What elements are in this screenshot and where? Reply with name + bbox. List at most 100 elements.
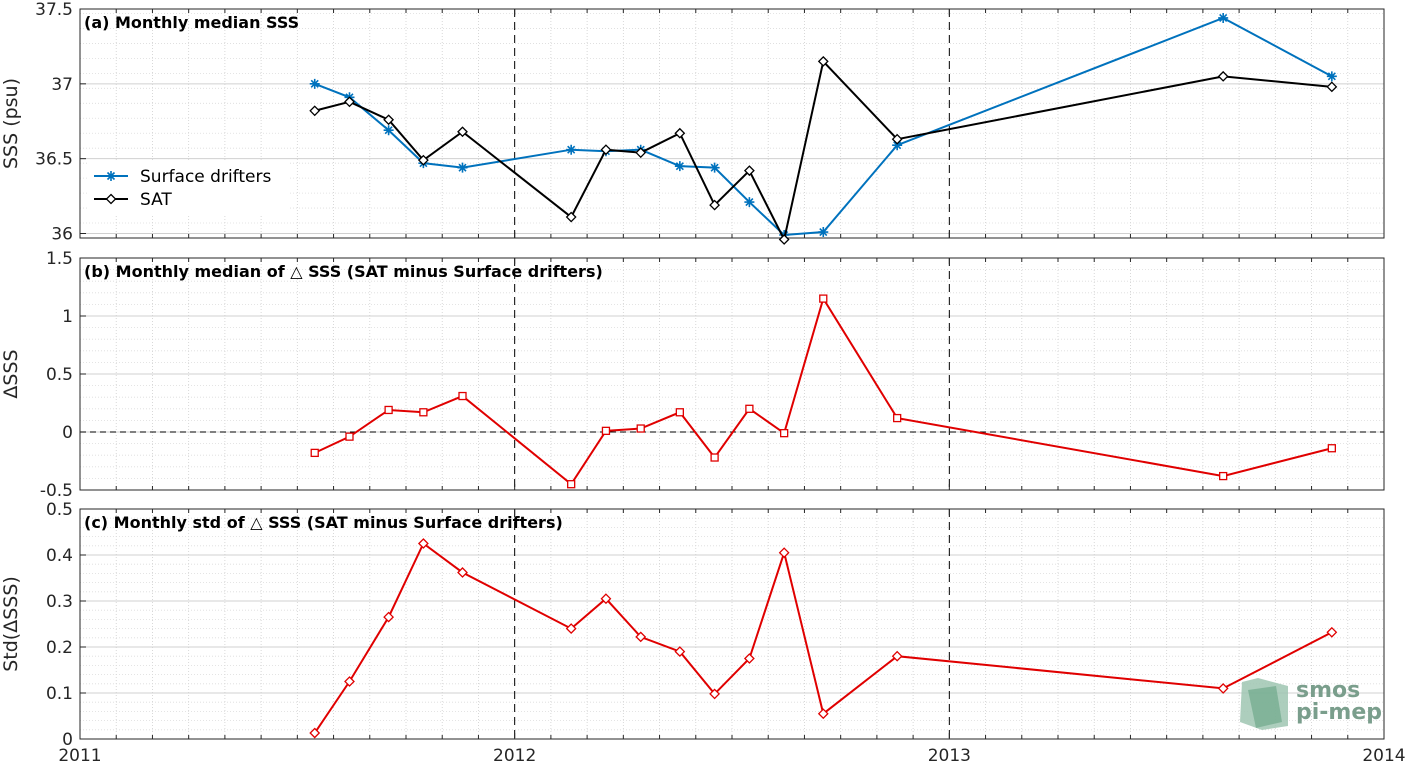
y-tick-label: 37 [51, 75, 73, 95]
data-point-1 [817, 55, 829, 67]
data-point-0 [892, 140, 903, 151]
data-point-0 [675, 408, 684, 417]
data-point-1 [743, 165, 755, 177]
data-point-0 [310, 448, 319, 458]
data-point-0 [419, 408, 428, 417]
data-point-0 [600, 593, 612, 605]
data-point-0 [780, 429, 789, 438]
data-point-0 [636, 424, 645, 433]
data-point-0 [1217, 682, 1229, 694]
legend-label: Surface drifters [140, 167, 271, 187]
legend-label: SAT [140, 190, 172, 210]
series-line-1 [314, 59, 1332, 243]
data-point-1 [1326, 81, 1338, 93]
y-tick-label: 0.3 [46, 592, 73, 612]
data-point-0 [565, 623, 577, 635]
y-tick-label: 0.2 [46, 638, 73, 658]
panel-c-std-delta-sss: 0 0.1 0.2 0.3 0.4 0.5 2011 2012 2013 2014 Std(ΔSSS… [0, 500, 1406, 766]
data-point-0 [383, 125, 394, 136]
y-tick-label: 0 [62, 730, 73, 750]
data-point-0 [635, 631, 647, 643]
series-line-0 [313, 541, 1333, 734]
data-point-0 [674, 646, 686, 658]
data-point-1 [674, 127, 686, 139]
data-point-0 [383, 611, 395, 623]
data-point-1 [344, 96, 355, 108]
data-point-0 [457, 567, 468, 578]
data-point-0 [344, 676, 355, 687]
data-point-1 [709, 199, 721, 211]
x-tick-label: 2014 [1362, 746, 1405, 766]
data-point-0 [744, 197, 755, 208]
y-tick-label: 0.5 [46, 365, 73, 385]
data-point-0 [819, 294, 828, 303]
data-point-0 [1327, 444, 1336, 453]
panel-title: (b) Monthly median of △ SSS (SAT minus S… [84, 262, 603, 281]
y-tick-label: 36.5 [35, 150, 73, 170]
data-point-0 [566, 144, 577, 155]
panel-b-median-delta-sss: -0.5 0 0.5 1 1.5 ΔSSS (b) Monthly median of △ … [0, 249, 1385, 501]
y-tick-label: 0.5 [46, 500, 73, 520]
data-point-0 [674, 161, 685, 172]
series-line-0 [314, 296, 1333, 486]
data-point-0 [309, 78, 320, 89]
data-point-0 [743, 653, 755, 664]
data-point-0 [818, 227, 829, 238]
legend: Surface drifters SAT [88, 162, 288, 216]
data-point-1 [417, 154, 429, 166]
data-point-1 [778, 234, 790, 245]
data-point-0 [817, 708, 829, 720]
x-tick-label: 2013 [928, 746, 971, 766]
data-point-1 [309, 105, 321, 117]
logo-graphic-shade [1248, 686, 1282, 728]
series-line-0 [314, 16, 1333, 237]
data-point-1 [635, 147, 647, 159]
data-point-0 [1326, 626, 1338, 638]
data-point-0 [384, 405, 393, 415]
y-tick-label: 1.5 [46, 249, 73, 269]
data-point-0 [417, 538, 429, 549]
data-point-0 [710, 453, 719, 462]
data-point-0 [345, 432, 354, 441]
legend-marker [105, 193, 117, 205]
panel-title: (c) Monthly std of △ SSS (SAT minus Surf… [84, 513, 563, 532]
y-axis-title: SSS (psu) [0, 78, 22, 169]
data-point-0 [745, 404, 754, 413]
data-point-0 [891, 650, 903, 662]
x-tick-label: 2011 [58, 746, 101, 766]
y-tick-label: 0.1 [46, 684, 73, 704]
data-point-1 [383, 114, 395, 126]
data-point-0 [458, 391, 467, 401]
data-point-0 [778, 547, 790, 559]
y-tick-label: 1 [62, 307, 73, 327]
y-tick-label: -0.5 [40, 481, 73, 501]
logo-line1: smos [1296, 678, 1360, 703]
data-point-1 [1217, 70, 1229, 82]
y-axis-title: ΔSSS [0, 349, 22, 398]
data-point-0 [893, 413, 902, 423]
data-point-1 [600, 144, 612, 156]
data-point-0 [601, 426, 611, 435]
panel-a-monthly-median-sss: 36 36.5 37 37.5 SSS (psu) (a) Monthly median … [0, 0, 1385, 245]
y-axis-title: Std(ΔSSS) [0, 576, 22, 672]
y-tick-label: 0.4 [46, 546, 73, 566]
panel-title: (a) Monthly median SSS [84, 13, 299, 32]
legend-box [88, 162, 288, 216]
data-point-0 [709, 688, 721, 700]
logo-line2: pi-mep [1296, 700, 1382, 725]
data-point-0 [1326, 71, 1337, 82]
y-tick-label: 0 [62, 423, 73, 443]
legend-marker [106, 171, 116, 181]
data-point-0 [709, 162, 720, 173]
data-point-0 [1218, 12, 1229, 23]
data-point-0 [1219, 471, 1228, 481]
data-point-0 [567, 480, 576, 489]
y-tick-label: 37.5 [35, 0, 73, 20]
y-tick-label: 36 [51, 225, 73, 245]
data-point-0 [457, 162, 468, 173]
data-point-0 [309, 727, 321, 739]
smos-pi-mep-logo: smos pi-mep [1240, 678, 1382, 730]
data-point-1 [565, 211, 577, 223]
x-tick-label: 2012 [493, 746, 536, 766]
